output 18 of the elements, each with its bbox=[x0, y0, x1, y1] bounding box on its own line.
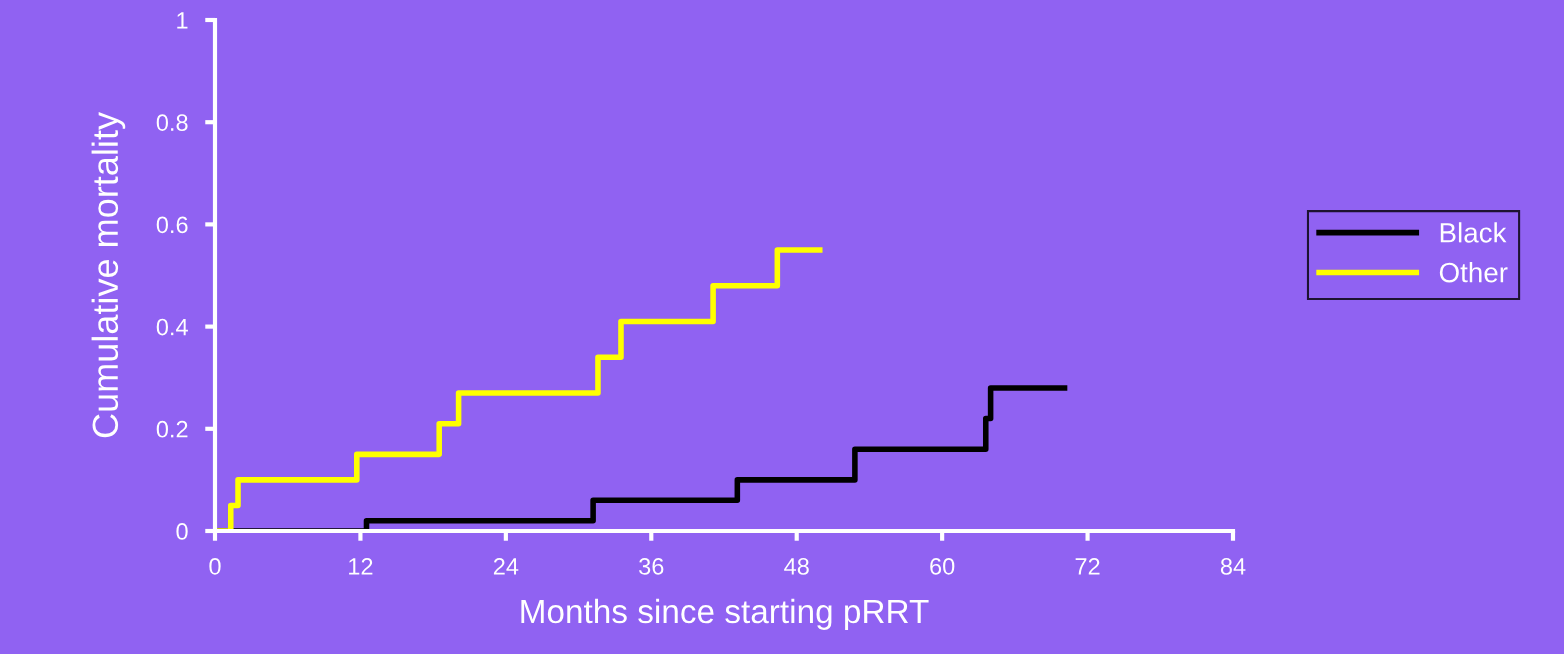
x-tick-label: 0 bbox=[209, 558, 221, 575]
x-tick-label: 36 bbox=[639, 558, 664, 575]
legend-label: Other bbox=[1439, 262, 1508, 283]
x-tick-label: 24 bbox=[493, 558, 519, 575]
x-axis-title: Months since starting pRRT bbox=[521, 598, 929, 630]
y-axis-title: Cumulative mortality bbox=[91, 112, 126, 438]
x-tick-label: 72 bbox=[1075, 558, 1100, 575]
x-tick-label: 48 bbox=[784, 558, 809, 575]
x-tick-label: 84 bbox=[1220, 558, 1246, 575]
y-tick-label: 0.2 bbox=[156, 420, 188, 438]
y-tick-label: 1 bbox=[177, 12, 188, 29]
y-tick-label: 0.8 bbox=[156, 114, 188, 131]
x-tick-label: 60 bbox=[930, 558, 955, 575]
y-tick-label: 0 bbox=[176, 523, 188, 540]
legend-label: Black bbox=[1440, 222, 1507, 243]
x-tick-label: 12 bbox=[349, 558, 373, 575]
y-tick-label: 0.6 bbox=[156, 216, 188, 234]
y-tick-label: 0.4 bbox=[156, 318, 188, 336]
